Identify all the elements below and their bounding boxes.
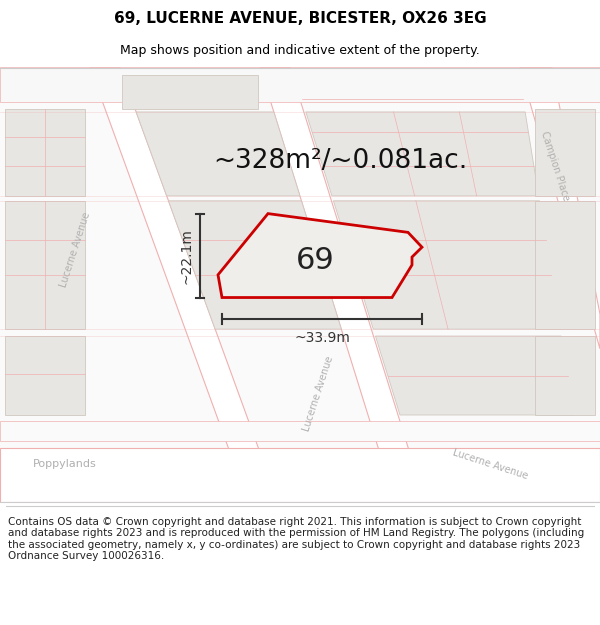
Polygon shape — [260, 68, 425, 502]
Polygon shape — [520, 68, 600, 349]
Polygon shape — [5, 336, 85, 415]
Polygon shape — [334, 201, 560, 329]
Polygon shape — [0, 68, 600, 502]
Text: ~22.1m: ~22.1m — [180, 228, 194, 284]
Text: 69, LUCERNE AVENUE, BICESTER, OX26 3EG: 69, LUCERNE AVENUE, BICESTER, OX26 3EG — [113, 11, 487, 26]
Text: Lucerne Avenue: Lucerne Avenue — [451, 448, 529, 481]
Text: 69: 69 — [296, 246, 334, 274]
Text: ~33.9m: ~33.9m — [294, 331, 350, 345]
Text: Lucerne Avenue: Lucerne Avenue — [58, 211, 92, 289]
Polygon shape — [122, 76, 258, 109]
Text: ~328m²/~0.081ac.: ~328m²/~0.081ac. — [213, 148, 467, 174]
Text: Campion Place: Campion Place — [539, 130, 571, 202]
Text: Poppylands: Poppylands — [33, 459, 97, 469]
Text: Contains OS data © Crown copyright and database right 2021. This information is : Contains OS data © Crown copyright and d… — [8, 517, 584, 561]
Polygon shape — [0, 68, 600, 102]
Polygon shape — [535, 336, 595, 415]
Polygon shape — [0, 448, 600, 502]
Text: Lucerne Avenue: Lucerne Avenue — [301, 354, 335, 432]
Text: Map shows position and indicative extent of the property.: Map shows position and indicative extent… — [120, 44, 480, 57]
Polygon shape — [0, 421, 600, 441]
Polygon shape — [218, 214, 422, 298]
Polygon shape — [5, 201, 85, 329]
Polygon shape — [169, 201, 341, 329]
Polygon shape — [90, 68, 278, 502]
Polygon shape — [306, 112, 539, 196]
Polygon shape — [5, 109, 85, 196]
Polygon shape — [376, 336, 574, 415]
Polygon shape — [535, 109, 595, 196]
Polygon shape — [535, 201, 595, 329]
Polygon shape — [136, 112, 300, 196]
